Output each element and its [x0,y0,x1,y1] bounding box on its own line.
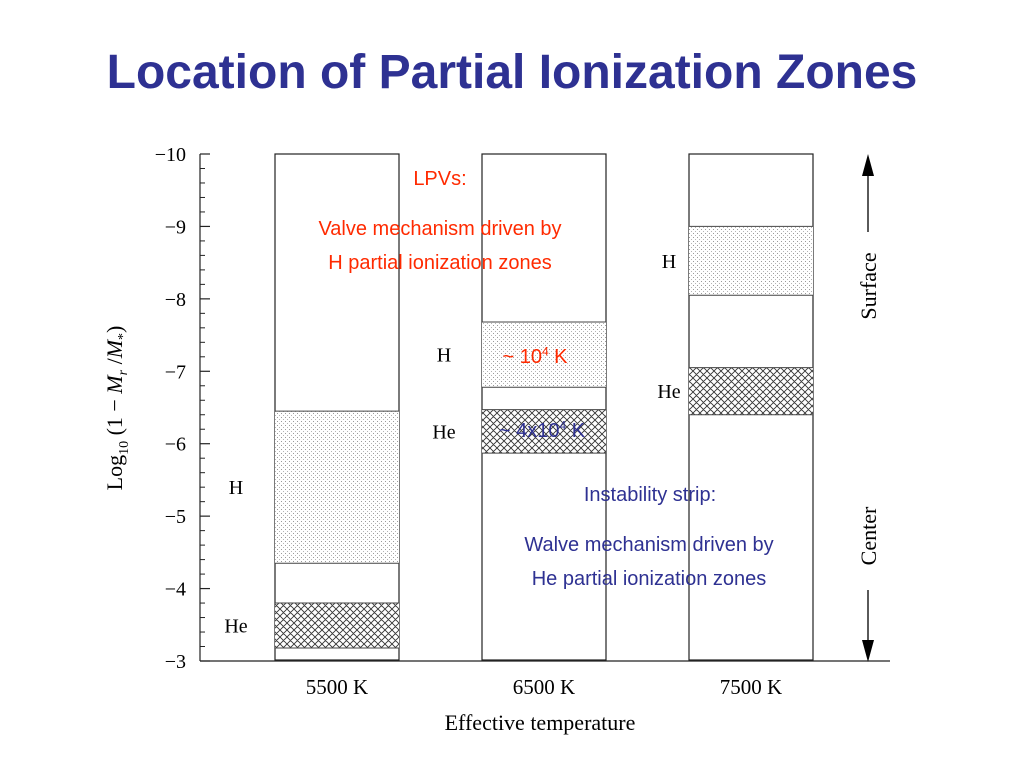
zone-he-2 [482,409,606,454]
lpv-line-2: H partial ionization zones [328,252,552,274]
y-tick-label: −5 [165,506,186,528]
zone-label-h: H [662,251,676,273]
zone-label-h: H [229,477,243,499]
zone-h-1 [275,411,399,564]
column-2 [481,153,607,661]
y-axis-label: Log10 (1 − Mr /M*) [102,326,132,491]
surface-label: Surface [856,252,881,319]
instability-strip-line-1: Walve mechanism driven by [524,534,774,556]
zone-he-3 [689,367,813,415]
axes [199,154,890,662]
zone-label-h: H [437,345,451,367]
lpv-heading: LPVs: [413,168,467,190]
arrow-up-head [862,154,874,176]
x-tick-labels: 5500 K 6500 K 7500 K [306,675,782,699]
zone-h-2 [482,322,606,388]
x-tick-label: 7500 K [720,675,782,699]
he-zone-temperature: ~ 4x104 K [498,418,586,442]
lpv-line-1: Valve mechanism driven by [318,218,562,240]
y-ticks: −10 −9 −8 −7 −6 −5 −4 −3 [155,144,210,673]
x-tick-label: 6500 K [513,675,575,699]
y-tick-label: −8 [165,289,186,311]
x-axis-label: Effective temperature [445,710,636,735]
y-tick-label: −3 [165,651,186,673]
slide-title: Location of Partial Ionization Zones [106,46,918,99]
y-tick-label: −6 [165,434,186,456]
column-1 [274,153,400,661]
y-tick-label: −4 [165,579,186,601]
y-tick-label: −9 [165,216,186,238]
h-zone-temperature: ~ 104 K [502,344,568,368]
x-tick-label: 5500 K [306,675,368,699]
bar-columns: H He H He H He [224,153,814,661]
zone-he-1 [275,603,399,648]
zone-label-he: He [657,381,680,403]
center-label: Center [856,506,881,565]
instability-strip-heading: Instability strip: [583,484,717,506]
zone-label-he: He [224,616,247,638]
y-tick-label: −10 [155,144,186,166]
zone-label-he: He [432,421,455,443]
zone-h-3 [689,226,813,296]
instability-strip-line-2: He partial ionization zones [531,568,767,590]
y-tick-label: −7 [165,361,186,383]
surface-center-arrow: Surface Center [856,154,881,662]
arrow-down-head [862,640,874,662]
